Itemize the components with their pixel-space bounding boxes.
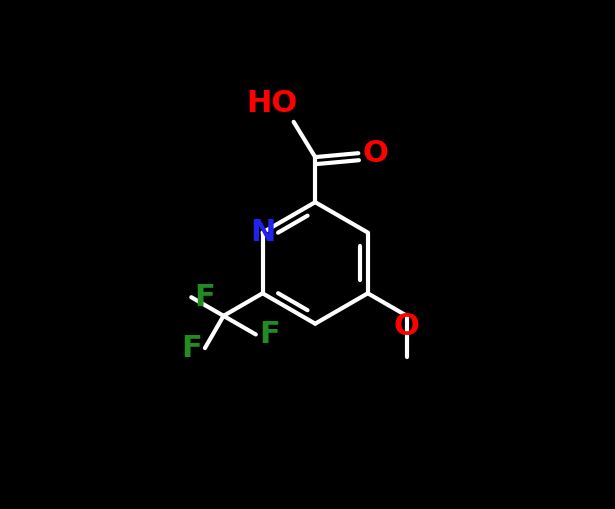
Text: F: F <box>259 320 280 349</box>
Text: O: O <box>394 312 420 341</box>
Text: N: N <box>250 218 276 247</box>
Text: F: F <box>181 333 202 362</box>
Text: F: F <box>194 282 215 312</box>
Text: O: O <box>362 138 388 167</box>
Text: HO: HO <box>246 89 298 118</box>
